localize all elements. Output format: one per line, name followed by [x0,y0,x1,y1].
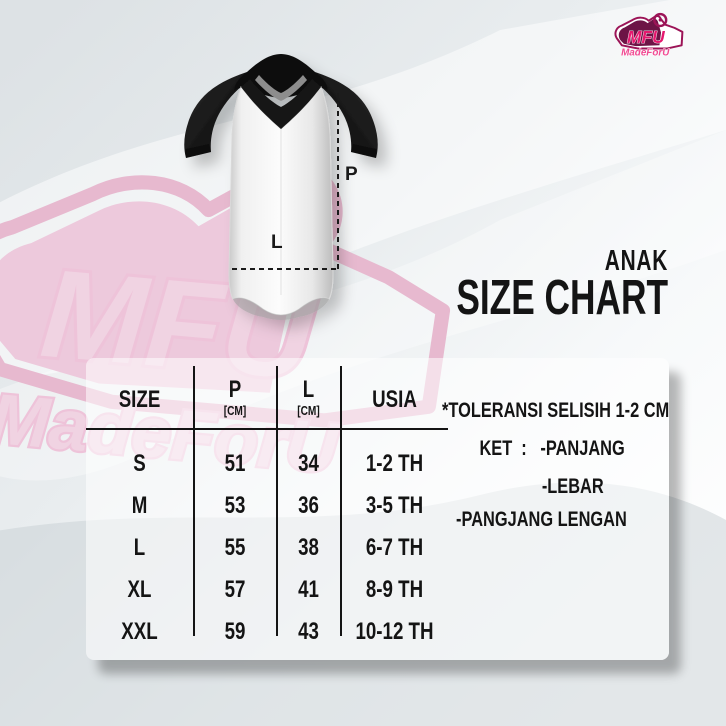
svg-text:MFU: MFU [627,27,665,47]
svg-text:P: P [345,164,358,185]
svg-text:L: L [271,232,283,253]
svg-text:MadeForU: MadeForU [621,48,670,59]
